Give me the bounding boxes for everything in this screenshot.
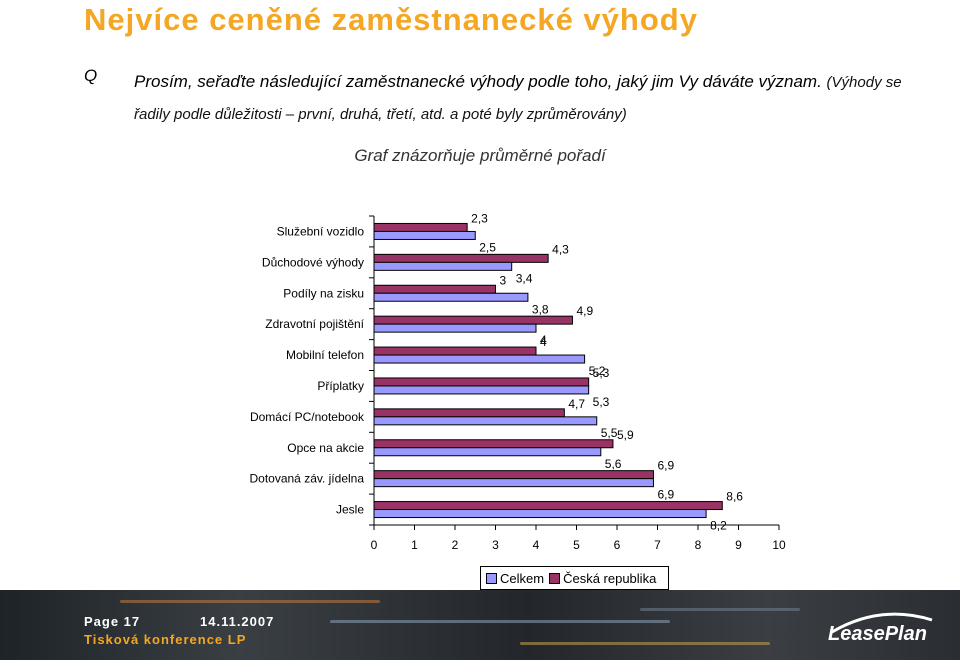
- bar-celkem: [373, 447, 602, 457]
- x-tick-label: 5: [573, 538, 580, 552]
- question-label: Q: [84, 66, 98, 85]
- legend-label-celkem: Celkem: [500, 570, 545, 586]
- data-label: 4: [540, 333, 547, 347]
- data-label: 8,6: [726, 490, 743, 504]
- bar-ceska-republika: [373, 470, 654, 480]
- data-label: 5,6: [605, 457, 622, 471]
- x-tick-label: 1: [411, 538, 418, 552]
- bar-ceska-republika: [373, 253, 549, 263]
- category-label: Důchodové výhody: [262, 255, 364, 269]
- x-tick-label: 6: [614, 538, 621, 552]
- chart-subtitle: Graf znázorňuje průměrné pořadí: [354, 146, 606, 165]
- category-label: Dotovaná záv. jídelna: [249, 472, 364, 486]
- data-label: 2,3: [471, 211, 488, 225]
- data-label: 4: [540, 335, 547, 349]
- bar-celkem: [373, 261, 513, 271]
- x-tick-label: 3: [492, 538, 499, 552]
- data-label: 3: [500, 273, 507, 287]
- footer-date: 14.11.2007: [200, 614, 275, 629]
- data-label: 6,9: [657, 459, 674, 473]
- bar-ceska-republika: [373, 315, 573, 325]
- bar-celkem: [373, 230, 476, 240]
- category-label: Mobilní telefon: [286, 348, 364, 362]
- legend-swatch-cr: [549, 572, 561, 584]
- leaseplan-logo: LeasePlan: [828, 612, 933, 645]
- bar-celkem: [373, 292, 529, 302]
- bar-ceska-republika: [373, 222, 468, 232]
- bar-celkem: [373, 416, 598, 426]
- category-label: Podíly na zisku: [283, 286, 364, 300]
- svg-text:LeasePlan: LeasePlan: [828, 623, 927, 645]
- bar-chart: 0 1 2 3 4 5 6 7 8 9 10 Služební vozidlo Důchodové vý…: [249, 211, 786, 552]
- bar-ceska-republika: [373, 439, 614, 449]
- category-label: Služební vozidlo: [277, 224, 365, 238]
- legend-swatch-celkem: [486, 572, 497, 584]
- chart-legend: Celkem Česká republika: [480, 566, 669, 590]
- bar-celkem: [373, 323, 537, 333]
- question-note: (Výhody se řadily podle důležitosti – pr…: [134, 74, 902, 123]
- data-label: 5,3: [593, 366, 610, 380]
- footer-conference: Tisková konference LP: [84, 632, 247, 647]
- x-tick-label: 0: [371, 538, 378, 552]
- category-label: Opce na akcie: [287, 441, 364, 455]
- bar-ceska-republika: [373, 346, 537, 356]
- data-label: 5,3: [593, 395, 610, 409]
- category-label: Zdravotní pojištění: [265, 317, 364, 331]
- x-tick-label: 9: [735, 538, 742, 552]
- x-tick-label: 7: [654, 538, 661, 552]
- page-number: Page 17: [84, 614, 141, 629]
- x-tick-label: 8: [695, 538, 702, 552]
- data-label: 6,9: [657, 488, 674, 502]
- category-label: Domácí PC/notebook: [250, 410, 365, 424]
- data-label: 5,5: [601, 426, 618, 440]
- bar-ceska-republika: [373, 408, 565, 418]
- data-label: 3,4: [516, 271, 533, 285]
- question-main: Prosím, seřaďte následující zaměstnaneck…: [134, 72, 822, 91]
- bar-ceska-republika: [373, 501, 723, 511]
- x-tick-label: 2: [452, 538, 459, 552]
- bar-celkem: [373, 478, 654, 488]
- data-label: 4,9: [576, 304, 593, 318]
- bar-ceska-republika: [373, 284, 496, 294]
- legend-label-cr: Česká republika: [563, 570, 657, 586]
- data-label: 4,7: [568, 397, 585, 411]
- footer-bar: Page 17 14.11.2007 Tisková konference LP…: [0, 590, 960, 660]
- bar-ceska-republika: [373, 377, 590, 387]
- page-title: Nejvíce ceněné zaměstnanecké výhody: [84, 2, 698, 37]
- bar-celkem: [373, 385, 590, 395]
- bar-celkem: [373, 509, 707, 519]
- question-text: Prosím, seřaďte následující zaměstnaneck…: [134, 66, 914, 130]
- data-label: 8,2: [710, 519, 727, 533]
- category-label: Příplatky: [317, 379, 364, 393]
- data-label: 4,3: [552, 242, 569, 256]
- category-label: Jesle: [336, 503, 364, 517]
- x-tick-label: 4: [533, 538, 540, 552]
- data-label: 3,8: [532, 302, 549, 316]
- data-label: 5,9: [617, 428, 634, 442]
- x-tick-label: 10: [772, 538, 786, 552]
- data-label: 2,5: [479, 240, 496, 254]
- data-label: 5,2: [589, 364, 606, 378]
- bar-celkem: [373, 354, 586, 364]
